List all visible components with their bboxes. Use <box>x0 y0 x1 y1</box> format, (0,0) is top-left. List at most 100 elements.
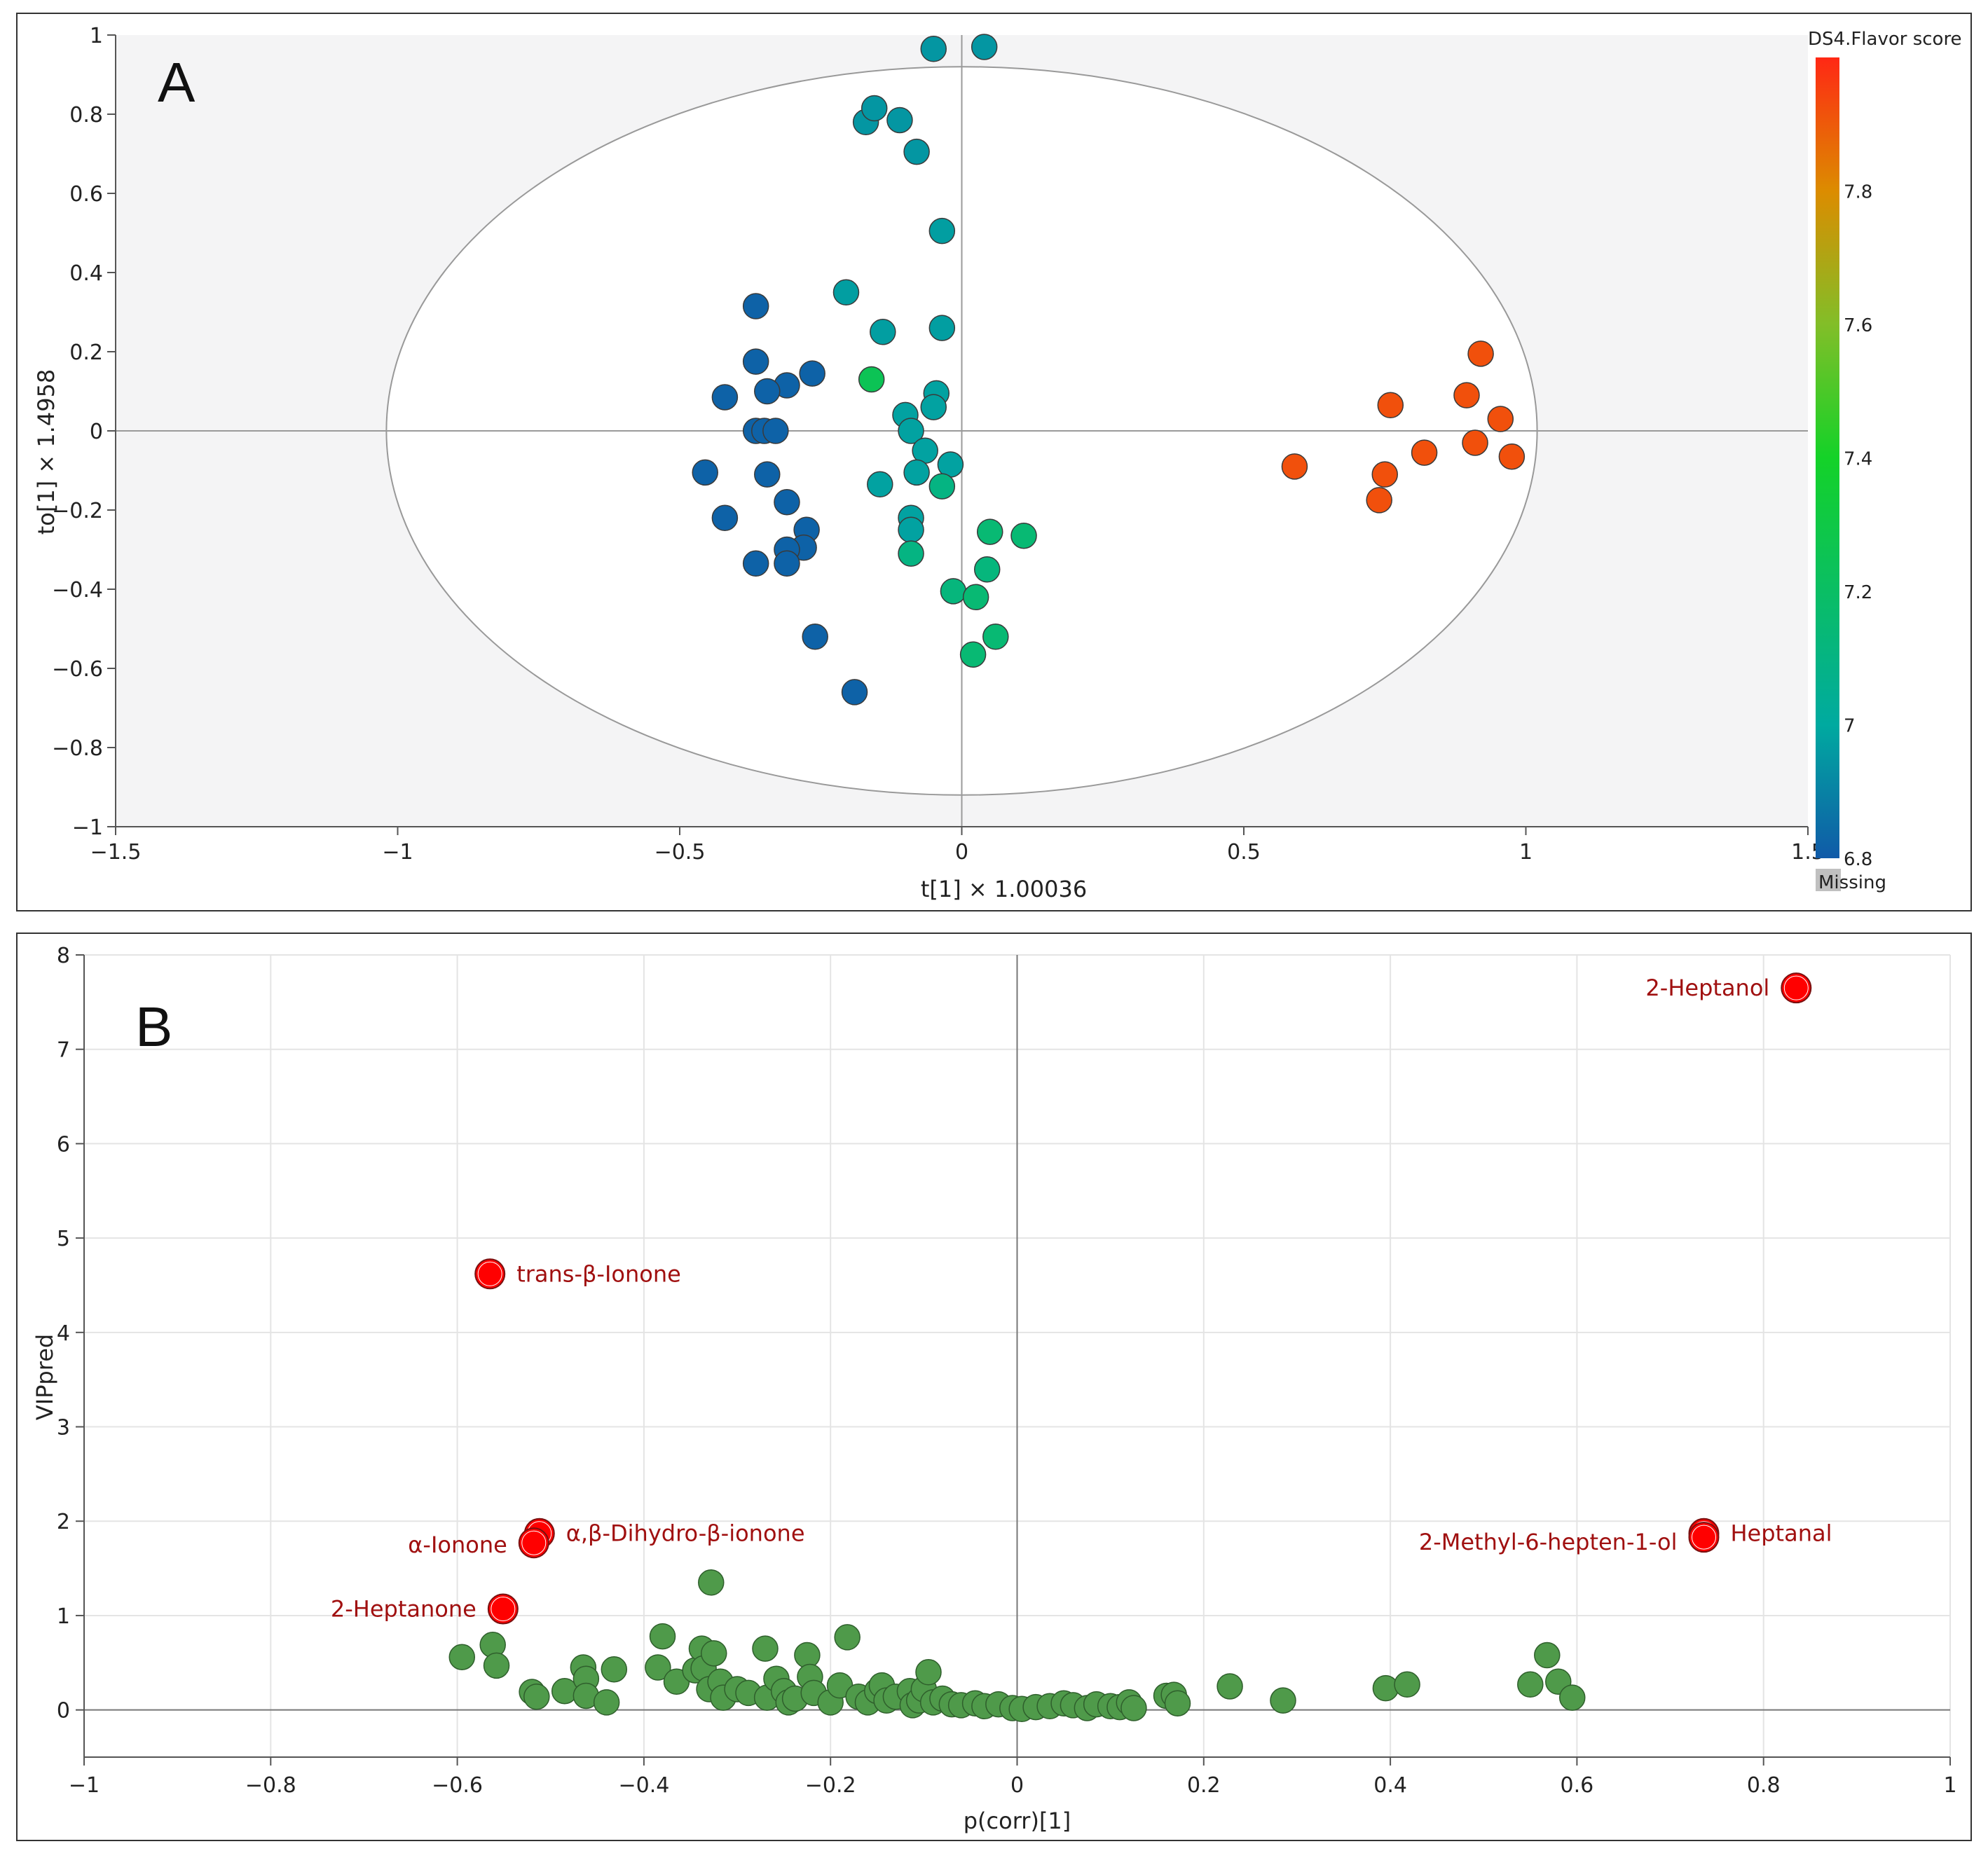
highlighted-point <box>1688 1522 1720 1553</box>
score-plot-svg: −1.5 −1 −0.5 0 0.5 1 1.510.80.60.40.20−0.2−0.4… <box>33 24 1962 902</box>
y-tick-label: 6 <box>57 1132 70 1157</box>
colorbar <box>1816 57 1839 858</box>
colorbar-tick-label: 6.8 <box>1844 849 1872 870</box>
x-tick-label: −1.5 <box>90 840 142 865</box>
highlighted-point <box>487 1593 519 1625</box>
y-tick-label: 7 <box>57 1038 70 1063</box>
vip-point <box>448 1644 476 1670</box>
score-point <box>692 459 718 486</box>
vip-point <box>1120 1695 1147 1721</box>
score-point <box>762 418 789 444</box>
y-tick-label: 0 <box>90 420 103 444</box>
vip-point <box>645 1654 671 1681</box>
score-point <box>1467 340 1494 367</box>
score-point <box>774 550 800 577</box>
score-point <box>903 138 930 165</box>
x-tick-label: 0.6 <box>1561 1773 1594 1798</box>
x-tick-label: −0.6 <box>432 1773 483 1798</box>
x-axis-label: p(corr)[1] <box>964 1808 1071 1834</box>
score-point <box>903 459 930 486</box>
highlighted-point-label: 2-Methyl-6-hepten-1-ol <box>1419 1529 1678 1555</box>
y-tick-label: 2 <box>57 1510 70 1534</box>
y-tick-label: 1 <box>57 1604 70 1629</box>
colorbar-tick-label: 7.6 <box>1844 315 1872 336</box>
vip-point <box>701 1640 727 1667</box>
score-point <box>928 473 956 500</box>
y-tick-label: −0.2 <box>52 499 103 523</box>
score-point <box>1010 522 1037 549</box>
vip-point <box>752 1635 779 1662</box>
score-point <box>898 516 924 543</box>
score-point <box>742 550 769 577</box>
x-tick-label: −0.4 <box>618 1773 669 1798</box>
y-tick-label: 3 <box>57 1416 70 1440</box>
score-point <box>742 348 769 375</box>
y-tick-label: 0.8 <box>69 103 103 128</box>
panel-b-vip-plot: −1 −0.8 −0.6 −0.4 −0.2 0 0.2 0.4 0.6 0.8 1 8 7 6 5 4 3 2 1… <box>16 933 1972 1841</box>
colorbar-tick-label: 7.4 <box>1844 449 1872 470</box>
vip-point <box>523 1684 550 1710</box>
vip-point <box>1558 1684 1586 1711</box>
score-point <box>870 319 896 345</box>
x-tick-label: 0.5 <box>1227 840 1261 865</box>
highlighted-point-label: α,β-Dihydro-β-ionone <box>566 1520 805 1547</box>
colorbar-tick-label: 7 <box>1844 716 1856 737</box>
x-tick-label: 0 <box>1010 1773 1024 1798</box>
colorbar-title: DS4.Flavor score <box>1808 29 1962 50</box>
x-tick-label: −0.2 <box>805 1773 856 1798</box>
score-point <box>832 279 860 305</box>
y-tick-label: −0.8 <box>52 736 103 761</box>
score-point <box>928 217 956 245</box>
highlighted-point-label: α-Ionone <box>408 1532 507 1558</box>
y-axis-label: VIPpred <box>32 1334 58 1420</box>
score-point <box>711 504 739 532</box>
y-tick-label: 0.4 <box>69 261 103 286</box>
highlighted-point <box>474 1258 506 1290</box>
y-tick-label: 0 <box>57 1699 70 1723</box>
vip-point <box>601 1656 628 1683</box>
score-point <box>711 384 739 411</box>
score-point <box>754 461 781 488</box>
score-point <box>1371 461 1398 488</box>
vip-point <box>1164 1690 1191 1716</box>
score-point <box>982 624 1009 650</box>
y-tick-label: −1 <box>72 816 103 840</box>
x-tick-label: −0.5 <box>654 840 706 865</box>
score-point <box>973 556 1001 583</box>
y-tick-label: 0.6 <box>69 182 103 207</box>
vip-point <box>593 1689 620 1716</box>
highlighted-point-ring <box>477 1261 502 1286</box>
score-point <box>1498 443 1526 470</box>
score-point <box>920 36 947 62</box>
score-point <box>1453 382 1480 408</box>
score-point <box>1281 453 1308 480</box>
vip-point <box>698 1569 725 1596</box>
panel-a-score-plot: −1.5 −1 −0.5 0 0.5 1 1.5 1 0.8 0.6 0.4 0.2 0 −0.2 −0.4… <box>16 13 1972 911</box>
score-point <box>920 394 947 420</box>
vip-point <box>649 1623 676 1650</box>
score-point <box>1366 487 1392 514</box>
score-point <box>867 471 893 498</box>
x-axis-label: t[1] × 1.00036 <box>921 876 1087 902</box>
score-point <box>898 418 924 444</box>
highlighted-point-label: trans-β-Ionone <box>516 1260 681 1287</box>
panel-letter: A <box>158 51 196 113</box>
highlighted-point-ring <box>521 1530 547 1555</box>
x-tick-label: 1 <box>1519 840 1533 865</box>
y-tick-label: 0.2 <box>69 340 103 365</box>
vip-point <box>1270 1687 1296 1714</box>
colorbar-tick-label: 7.8 <box>1844 182 1872 203</box>
vip-point <box>1517 1671 1544 1698</box>
vip-point <box>1394 1671 1420 1698</box>
score-point <box>1487 406 1514 432</box>
x-tick-label: 0 <box>955 840 968 865</box>
score-point <box>928 315 956 341</box>
x-tick-label: −1 <box>382 840 413 865</box>
vip-point <box>1216 1673 1243 1700</box>
highlighted-point-ring <box>491 1597 516 1622</box>
highlighted-point <box>1781 972 1812 1004</box>
x-tick-label: 0.2 <box>1187 1773 1221 1798</box>
score-point <box>861 95 888 122</box>
vip-point <box>1372 1674 1399 1702</box>
score-point <box>799 360 825 387</box>
